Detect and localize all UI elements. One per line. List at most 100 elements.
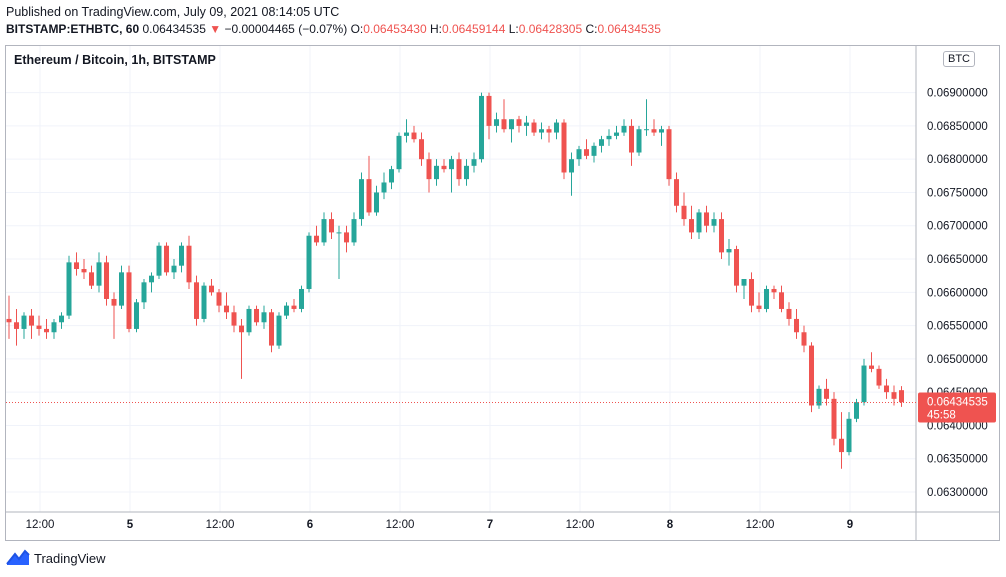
candle-body xyxy=(389,169,394,183)
y-tick-label: 0.06500000 xyxy=(927,354,988,366)
candle-body xyxy=(149,275,154,283)
published-line: Published on TradingView.com, July 09, 2… xyxy=(6,5,340,19)
candle-body xyxy=(494,119,499,126)
candle-body xyxy=(734,249,739,286)
candle-body xyxy=(584,149,589,156)
candle-body xyxy=(764,288,769,309)
x-tick-label: 9 xyxy=(847,519,853,531)
candle-body xyxy=(524,122,529,126)
close-label: C: xyxy=(585,22,598,36)
candle-body xyxy=(66,262,72,316)
candle-body xyxy=(659,129,664,133)
footer-brand: TradingView xyxy=(34,550,106,566)
x-tick-label: 12:00 xyxy=(386,519,415,531)
candle-body xyxy=(344,232,349,243)
candle-body xyxy=(591,145,597,156)
candle-body xyxy=(471,159,477,166)
candle-body xyxy=(81,269,87,273)
candle-body xyxy=(96,262,102,286)
candle-body xyxy=(51,322,57,333)
candle-body xyxy=(464,165,469,180)
high-label: H: xyxy=(429,22,442,36)
candle-body xyxy=(164,245,169,273)
candle-body xyxy=(636,129,642,153)
candle-body xyxy=(501,119,507,130)
candle-body xyxy=(111,298,117,306)
candle-body xyxy=(411,132,417,140)
candle-body xyxy=(809,345,814,406)
candle-body xyxy=(846,418,852,453)
candle-body xyxy=(119,272,124,306)
candle-body xyxy=(126,272,132,329)
candle-body xyxy=(651,129,657,133)
candle-body xyxy=(321,219,327,243)
currency-badge[interactable]: BTC xyxy=(943,51,975,67)
candle-body xyxy=(329,219,334,233)
candle-body xyxy=(21,315,27,329)
chart-header: Published on TradingView.com, July 09, 2… xyxy=(6,4,661,38)
candle-body xyxy=(404,132,409,136)
candle-body xyxy=(246,308,252,333)
candle-body xyxy=(231,312,237,326)
candle-body xyxy=(276,315,282,346)
grid-lines xyxy=(6,46,916,512)
candle-body xyxy=(194,282,199,319)
symbol-name: BITSTAMP:ETHBTC, 60 xyxy=(6,22,140,36)
current-price-label: 0.06434535 xyxy=(927,396,988,408)
y-tick-label: 0.06600000 xyxy=(927,287,988,299)
x-tick-label: 8 xyxy=(667,519,674,531)
candle-body xyxy=(179,245,184,266)
candle-body xyxy=(419,139,424,160)
candle-body xyxy=(6,318,12,323)
candle-body xyxy=(306,235,312,289)
candle-body xyxy=(254,308,259,323)
candle-body xyxy=(629,125,634,153)
candle-body xyxy=(621,125,627,133)
candle-body xyxy=(674,179,679,206)
candle-body xyxy=(104,262,109,299)
candle-body xyxy=(516,119,522,126)
candle-body xyxy=(261,312,267,323)
candle-body xyxy=(336,232,342,234)
candle-body xyxy=(899,390,904,403)
candle-body xyxy=(509,119,514,130)
current-price-tag xyxy=(918,392,996,423)
symbol-line: BITSTAMP:ETHBTC, 60 0.06434535 ▼ −0.0000… xyxy=(6,21,661,38)
candle-body xyxy=(156,245,162,276)
candle-body xyxy=(786,308,792,319)
time-axis: 12:00 5 12:00 6 12:00 7 12:00 8 12:00 9 xyxy=(6,511,999,531)
candle-body xyxy=(201,285,207,319)
candle-body xyxy=(441,165,447,170)
candle-body xyxy=(599,139,604,146)
candle-body xyxy=(89,272,94,286)
candle-body xyxy=(771,288,777,293)
candle-body xyxy=(816,388,822,406)
candles xyxy=(6,92,904,469)
open-value: 0.06453430 xyxy=(363,22,427,36)
candle-body xyxy=(741,279,747,286)
candle-body xyxy=(374,192,379,213)
candle-body xyxy=(434,165,439,180)
x-tick-label: 12:00 xyxy=(206,519,235,531)
candle-body xyxy=(224,305,229,313)
candle-body xyxy=(779,292,784,309)
candle-body xyxy=(456,159,462,180)
candle-body xyxy=(486,95,492,126)
chart-title: Ethereum / Bitcoin, 1h, BITSTAMP xyxy=(14,53,216,67)
footer-branding: TradingView xyxy=(6,549,106,567)
y-tick-label: 0.06750000 xyxy=(927,187,988,199)
candle-body xyxy=(569,159,574,173)
candle-body xyxy=(831,398,837,439)
candle-body xyxy=(216,292,222,306)
chart-frame xyxy=(5,45,1000,541)
candle-body xyxy=(704,212,709,226)
price-change: −0.00004465 (−0.07%) xyxy=(224,22,348,36)
x-tick-label: 6 xyxy=(307,519,313,531)
y-tick-label: 0.06650000 xyxy=(927,254,988,266)
candle-body xyxy=(614,132,619,136)
candle-body xyxy=(891,392,897,399)
candle-body xyxy=(36,325,42,329)
candle-body xyxy=(171,265,177,273)
candle-body xyxy=(59,315,64,323)
